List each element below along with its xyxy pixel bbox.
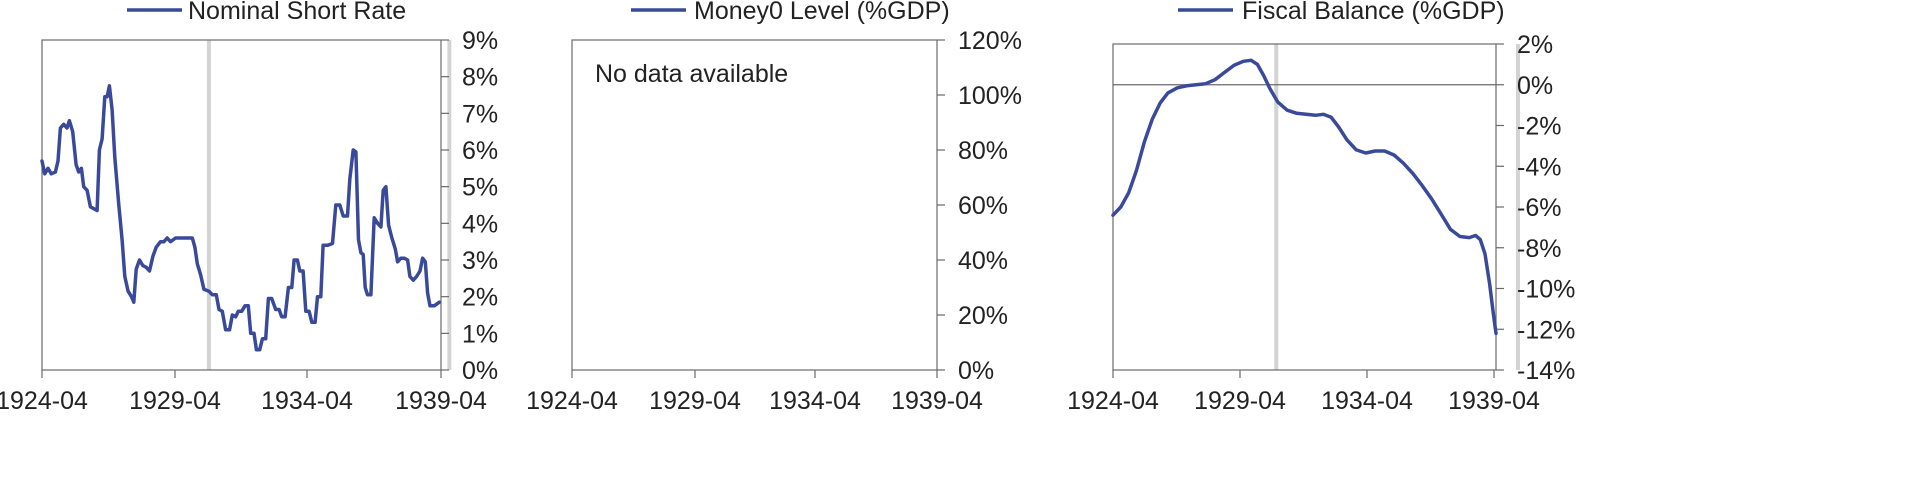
x-tick-label: 1929-04 xyxy=(649,387,741,415)
x-tick-label: 1934-04 xyxy=(769,387,861,415)
y-tick-label: 6% xyxy=(462,137,498,165)
y-tick-label: 20% xyxy=(958,302,1008,330)
chart-panel-2: Money0 Level (%GDP) 0% 20% 40% 60% 80% 100% 120… xyxy=(526,0,1022,415)
legend-label: Money0 Level (%GDP) xyxy=(694,0,950,25)
plot-frame xyxy=(571,39,938,371)
y-tick-label: 4% xyxy=(462,210,498,238)
y-tick-label: 3% xyxy=(462,247,498,275)
y-tick-label: 40% xyxy=(958,247,1008,275)
chart-panel-3: Fiscal Balance (%GDP) -14% -12% -10% -8% -6% -… xyxy=(1067,0,1575,415)
x-tick-label: 1939-04 xyxy=(1448,387,1540,415)
y-tick-label: -6% xyxy=(1517,194,1561,222)
y-tick-label: -14% xyxy=(1517,357,1575,385)
y-tick-label: 8% xyxy=(462,64,498,92)
y-tick-label: 60% xyxy=(958,192,1008,220)
x-tick-label: 1924-04 xyxy=(1067,387,1159,415)
y-tick-label: -8% xyxy=(1517,235,1561,263)
y-tick-label: 80% xyxy=(958,137,1008,165)
x-tick-label: 1924-04 xyxy=(0,387,88,415)
y-tick-label: 120% xyxy=(958,27,1022,55)
y-tick-label: 0% xyxy=(958,357,994,385)
x-tick-label: 1929-04 xyxy=(1194,387,1286,415)
y-tick-label: 0% xyxy=(462,357,498,385)
series-line xyxy=(1111,58,1498,336)
plot-frame xyxy=(41,39,442,371)
series-line xyxy=(40,84,442,352)
y-tick-label: 0% xyxy=(1517,72,1553,100)
y-tick-label: 100% xyxy=(958,82,1022,110)
y-tick-label: -12% xyxy=(1517,316,1575,344)
x-tick-label: 1939-04 xyxy=(395,387,487,415)
y-tick-label: -4% xyxy=(1517,153,1561,181)
y-tick-label: 1% xyxy=(462,320,498,348)
chart-panel-1: Nominal Short Rate 0% 1% 2% 3% 4% 5% 6% 7% 8% 9% 19… xyxy=(0,0,498,415)
y-tick-label: 5% xyxy=(462,174,498,202)
legend-label: Nominal Short Rate xyxy=(188,0,406,25)
y-tick-label: 2% xyxy=(462,284,498,312)
x-tick-label: 1929-04 xyxy=(129,387,221,415)
x-tick-label: 1934-04 xyxy=(261,387,353,415)
x-tick-label: 1939-04 xyxy=(891,387,983,415)
y-tick-label: 7% xyxy=(462,100,498,128)
legend-label: Fiscal Balance (%GDP) xyxy=(1242,0,1505,25)
x-tick-label: 1934-04 xyxy=(1321,387,1413,415)
y-tick-label: -10% xyxy=(1517,276,1575,304)
y-tick-label: -2% xyxy=(1517,113,1561,141)
x-tick-label: 1924-04 xyxy=(526,387,618,415)
no-data-message: No data available xyxy=(595,60,788,88)
y-tick-label: 2% xyxy=(1517,31,1553,59)
y-tick-label: 9% xyxy=(462,27,498,55)
